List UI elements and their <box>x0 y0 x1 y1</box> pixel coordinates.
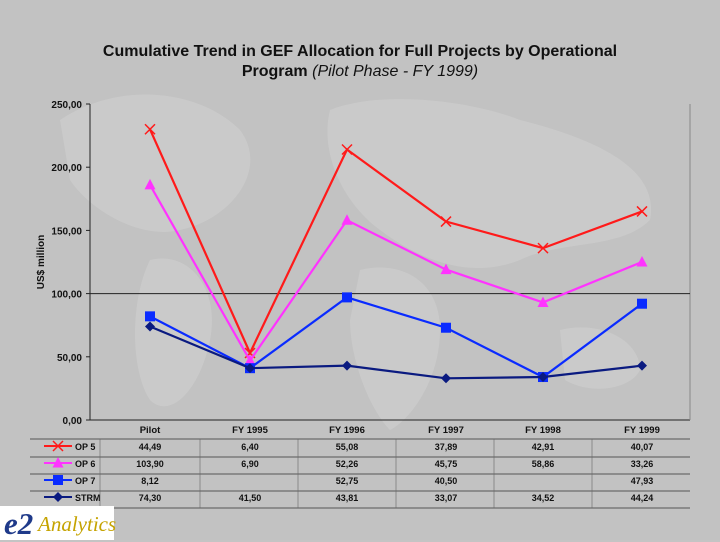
table-cell: 52,26 <box>336 459 359 469</box>
world-map-background <box>60 94 652 430</box>
plot-area: 0,00 50,00 100,00 150,00 200,00 250,00 US$ mil… <box>30 100 691 509</box>
table-cell: 44,49 <box>139 442 162 452</box>
table-cell: 34,52 <box>532 493 555 503</box>
triangle-marker <box>144 178 156 190</box>
triangle-marker <box>440 263 452 275</box>
table-cell: 58,86 <box>532 459 555 469</box>
series-op-6 <box>144 178 648 366</box>
x-tick-label: FY 1999 <box>624 425 660 436</box>
table-cell: 41,50 <box>239 493 262 503</box>
table-cell: 45,75 <box>435 459 458 469</box>
map-shape <box>327 99 652 269</box>
x-marker <box>341 143 353 156</box>
x-tick-label: FY 1997 <box>428 425 464 436</box>
table-cell: 52,75 <box>336 476 359 486</box>
diamond-marker <box>53 492 63 502</box>
y-tick-label: 150,00 <box>51 226 82 237</box>
y-tick-label: 0,00 <box>63 416 83 427</box>
map-shape <box>350 267 440 430</box>
triangle-marker <box>341 214 353 225</box>
logo-text: Analytics <box>38 512 117 536</box>
legend-label: OP 7 <box>75 476 95 486</box>
table-cell: 33,26 <box>631 459 654 469</box>
y-tick-label: 250,00 <box>51 100 82 111</box>
legend-label: OP 5 <box>75 442 95 452</box>
x-marker-stroke <box>341 143 353 156</box>
diamond-marker <box>441 373 451 384</box>
table-cell: 8,12 <box>141 476 159 486</box>
square-marker <box>342 292 352 303</box>
series-strm <box>145 321 647 384</box>
map-shape <box>135 258 212 407</box>
table-cell: 55,08 <box>336 442 359 452</box>
table-cell: 40,07 <box>631 442 654 452</box>
table-cell: 47,93 <box>631 476 654 486</box>
y-tick-label: 100,00 <box>51 290 82 301</box>
chart-title-line1: Cumulative Trend in GEF Allocation for F… <box>102 43 618 60</box>
table-cell: 37,89 <box>435 442 458 452</box>
series-line <box>149 184 643 363</box>
series-line <box>149 296 643 379</box>
triangle-marker <box>52 457 64 468</box>
map-shape <box>560 327 640 389</box>
x-tick-label: FY 1995 <box>232 425 268 436</box>
table-cell: 74,30 <box>139 493 162 503</box>
e2-analytics-logo: e2 Analytics <box>0 506 117 541</box>
chart-title-program: Program <box>241 63 308 80</box>
table-cell: 42,91 <box>532 442 555 452</box>
y-tick-label: 200,00 <box>51 163 82 174</box>
table-cell: 6,90 <box>241 459 259 469</box>
chart-subtitle: (Pilot Phase - FY 1999) <box>312 63 479 80</box>
x-marker <box>52 440 64 452</box>
chart-title-line2: Program (Pilot Phase - FY 1999) <box>60 62 660 82</box>
map-shape <box>60 94 251 232</box>
x-marker-stroke <box>440 216 452 228</box>
x-marker-stroke <box>537 242 549 254</box>
square-marker <box>441 322 451 333</box>
x-tick-label: FY 1996 <box>329 425 365 436</box>
x-marker <box>636 205 648 217</box>
table-cell: 40,50 <box>435 476 458 486</box>
x-tick-label: FY 1998 <box>525 425 561 436</box>
diamond-marker <box>637 360 647 371</box>
table-cell: 43,81 <box>336 493 359 503</box>
series-line <box>148 128 643 356</box>
chart-title: Cumulative Trend in GEF Allocation for F… <box>60 42 660 82</box>
y-tick-label: 50,00 <box>57 353 82 364</box>
square-marker <box>53 475 63 485</box>
x-marker-stroke <box>52 440 64 452</box>
triangle-marker <box>537 296 549 307</box>
x-marker-stroke <box>636 205 648 217</box>
series-op-5 <box>144 123 648 359</box>
diamond-marker <box>342 360 352 371</box>
legend-label: OP 6 <box>75 459 95 469</box>
table-cell: 33,07 <box>435 493 458 503</box>
table-cell: 44,24 <box>631 493 654 503</box>
x-marker <box>144 123 156 135</box>
y-axis-label: US$ million <box>36 235 47 289</box>
data-table: OP 5 44,49 6,40 55,08 37,89 42,91 40,07 OP 6 103… <box>30 438 690 509</box>
series-line <box>149 325 643 380</box>
table-cell: 103,90 <box>136 459 164 469</box>
x-marker-stroke <box>144 123 156 135</box>
logo-mark: e2 <box>4 506 34 541</box>
square-marker <box>145 311 155 322</box>
table-cell: 6,40 <box>241 442 259 452</box>
diamond-marker <box>245 363 255 374</box>
x-tick-label: Pilot <box>140 425 161 436</box>
diamond-marker <box>145 321 155 332</box>
triangle-marker <box>244 354 256 366</box>
triangle-marker <box>636 256 648 267</box>
square-marker <box>637 298 647 309</box>
legend-label: STRM <box>75 493 101 503</box>
x-marker <box>537 242 549 254</box>
diamond-marker <box>538 372 548 383</box>
x-marker <box>440 216 452 228</box>
